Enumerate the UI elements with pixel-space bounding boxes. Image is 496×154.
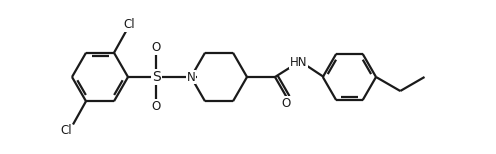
Text: O: O [151,41,161,53]
Text: N: N [186,71,195,83]
Text: Cl: Cl [123,18,135,31]
Text: Cl: Cl [60,124,72,137]
Text: O: O [281,97,291,110]
Text: HN: HN [290,56,308,69]
Text: S: S [152,70,160,84]
Text: O: O [151,101,161,113]
